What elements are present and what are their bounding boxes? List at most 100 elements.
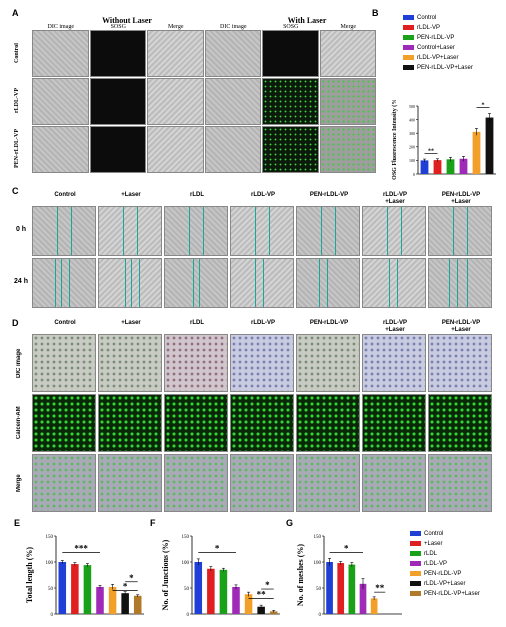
bar (420, 160, 429, 174)
bar (472, 131, 481, 174)
bar (83, 565, 92, 614)
legend-swatch (403, 54, 414, 60)
bar (58, 562, 67, 614)
scratch-line (255, 207, 256, 255)
scratch-line (255, 259, 256, 307)
scratch-line (189, 207, 190, 255)
scratch-line (453, 207, 454, 255)
y-tick-label: 50 (48, 587, 54, 592)
scratch-line (263, 259, 264, 307)
panel-label-a: A (12, 8, 19, 18)
bar (207, 568, 215, 614)
panel-a-column-label: Merge (167, 24, 184, 30)
panel-c-row-label: 0 h (15, 226, 27, 233)
significance-label: * (123, 582, 128, 592)
y-tick-label: 100 (314, 561, 322, 566)
legend-swatch (403, 14, 414, 20)
y-tick-label: 300 (409, 131, 415, 136)
panel-c-row-label: 24 h (13, 278, 28, 285)
legend-swatch (410, 540, 421, 546)
panel-a-column-label: SOSG (110, 24, 126, 30)
scratch-line (57, 207, 58, 255)
y-tick-label: 0 (51, 613, 54, 618)
legend-item: +Laser (410, 540, 443, 549)
scratch-line (467, 207, 468, 255)
y-tick-label: 500 (409, 104, 415, 109)
tube-formation-tile (362, 394, 426, 452)
panel-a-row-label: Control (14, 43, 20, 63)
tube-formation-tile (98, 334, 162, 392)
legend-item: Control (403, 14, 436, 23)
bar (446, 159, 455, 174)
y-tick-label: 100 (46, 561, 54, 566)
wound-healing-tile (362, 258, 426, 308)
panel-d-column-label: PEN-rLDL-VP (309, 320, 349, 326)
legend-swatch (410, 590, 421, 596)
micrograph-tile (262, 78, 319, 125)
tube-formation-tile (428, 454, 492, 512)
scratch-line (137, 207, 138, 255)
scratch-line (139, 259, 140, 307)
micrograph-tile (204, 78, 261, 125)
tube-formation-tile (32, 394, 96, 452)
panel-label-e: E (14, 518, 21, 528)
wound-healing-tile (32, 258, 96, 308)
scratch-line (131, 259, 132, 307)
bar (121, 593, 129, 614)
significance-label: ** (257, 589, 267, 599)
tube-formation-tile (362, 334, 426, 392)
y-tick-label: 150 (314, 535, 322, 540)
legend-item: Control+Laser (403, 44, 455, 53)
legend-label: rLDL-VP+Laser (424, 581, 466, 587)
micrograph-tile (89, 78, 146, 125)
legend-label: rLDL-VP (417, 25, 441, 31)
tube-formation-tile (230, 454, 294, 512)
wound-healing-tile (230, 258, 294, 308)
panel-a-column-label: DIC image (220, 24, 247, 30)
micrograph-tile (89, 126, 146, 173)
y-axis-label: Total length (%) (25, 547, 34, 603)
micrograph-tile (262, 30, 319, 77)
scratch-line (71, 207, 72, 255)
y-tick-label: 100 (409, 158, 415, 163)
scratch-line (327, 259, 328, 307)
legend-swatch (410, 570, 421, 576)
legend-swatch (403, 34, 414, 40)
panel-a-column-label: Merge (340, 24, 357, 30)
y-tick-label: 100 (182, 561, 190, 566)
wound-healing-tile (296, 206, 360, 256)
legend-swatch (410, 530, 421, 536)
micrograph-tile (319, 78, 376, 125)
legend-label: PEN-rLDL-VP (424, 571, 462, 577)
panel-label-b: B (372, 8, 379, 18)
bar (348, 564, 356, 614)
y-tick-label: 150 (46, 535, 54, 540)
significance-label: * (482, 102, 485, 108)
bar (108, 586, 117, 614)
bar (133, 595, 142, 614)
scratch-line (61, 259, 62, 307)
tube-formation-tile (164, 334, 228, 392)
y-axis-label: No. of meshes (%) (296, 544, 305, 607)
tube-formation-tile (362, 454, 426, 512)
panel-a-column-label: SOSG (283, 24, 299, 30)
panel-a-row-label: PEN-rLDL-VP (14, 129, 20, 169)
scratch-line (321, 207, 322, 255)
y-tick-label: 150 (182, 535, 190, 540)
scratch-line (269, 207, 270, 255)
bar (337, 563, 345, 614)
wound-healing-tile (296, 258, 360, 308)
panel-a-column-label: DIC image (47, 24, 75, 30)
y-tick-label: 50 (316, 587, 322, 592)
tube-formation-tile (98, 454, 162, 512)
panel-d-column-label: +Laser (121, 320, 141, 326)
significance-label: *** (74, 544, 88, 554)
significance-label: * (215, 544, 220, 554)
micrograph-tile (147, 30, 204, 77)
legend-swatch (403, 44, 414, 50)
micrograph-tile (32, 126, 89, 173)
significance-label: * (265, 580, 270, 590)
tube-formation-tile (230, 334, 294, 392)
legend-item: PEN-rLDL-VP+Laser (403, 64, 473, 73)
